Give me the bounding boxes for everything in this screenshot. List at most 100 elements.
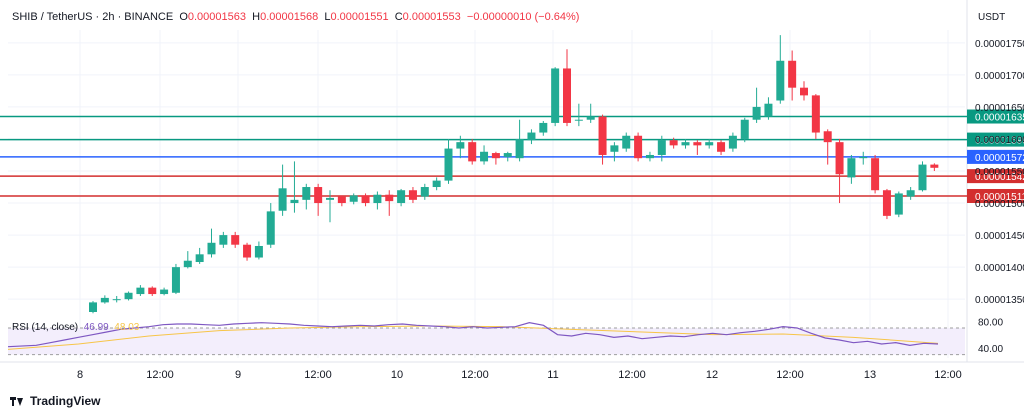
close-label: C bbox=[394, 11, 403, 23]
time-axis: 8 12:00 9 12:00 10 12:00 11 12:00 12 12:00 13 12:00 bbox=[77, 369, 962, 381]
price-tick-label: 0.00001650 bbox=[975, 103, 1024, 114]
price-tick-label: 0.00001700 bbox=[975, 71, 1024, 82]
rsi-band bbox=[8, 328, 965, 355]
candle-body bbox=[752, 106, 761, 120]
rsi-tick-label: 80.00 bbox=[978, 317, 1003, 328]
candle-body bbox=[811, 95, 820, 133]
candle-body bbox=[527, 132, 536, 141]
candle-body bbox=[171, 267, 180, 293]
candle-body bbox=[598, 116, 607, 155]
brand-name: TradingView bbox=[30, 394, 101, 408]
candle-body bbox=[349, 195, 358, 202]
time-tick-label: 12 bbox=[706, 369, 718, 381]
open-value: 0.00001563 bbox=[187, 11, 246, 23]
time-tick-label: 12:00 bbox=[618, 369, 646, 381]
candle-body bbox=[918, 164, 927, 191]
time-tick-label: 13 bbox=[864, 369, 876, 381]
candle-body bbox=[717, 142, 726, 152]
time-tick-label: 12:00 bbox=[461, 369, 489, 381]
candle-body bbox=[183, 260, 192, 268]
price-tick-label: 0.00001550 bbox=[975, 167, 1024, 178]
candle-body bbox=[835, 142, 844, 175]
candle-body bbox=[634, 135, 643, 159]
candle-body bbox=[847, 158, 856, 178]
candle-body bbox=[574, 119, 583, 121]
low-value: 0.00001551 bbox=[330, 11, 389, 23]
rsi-header: RSI (14, close) 46.99 48.03 bbox=[12, 322, 139, 333]
candle-body bbox=[669, 140, 678, 146]
candle-body bbox=[112, 299, 121, 301]
candle-body bbox=[385, 194, 394, 202]
candle-body bbox=[491, 153, 500, 159]
currency-unit[interactable]: USDT bbox=[978, 12, 1006, 23]
candle-body bbox=[432, 180, 441, 188]
candle-body bbox=[148, 287, 157, 295]
candle-body bbox=[930, 164, 939, 168]
price-level-label: 0.00001542 bbox=[975, 172, 1024, 183]
candle-body bbox=[290, 199, 299, 204]
rsi-ma-value: 48.03 bbox=[114, 322, 140, 333]
time-tick-label: 10 bbox=[391, 369, 403, 381]
candle-body bbox=[337, 196, 346, 204]
candle-body bbox=[136, 287, 145, 295]
price-tick-label: 0.00001400 bbox=[975, 263, 1024, 274]
candle-body bbox=[89, 302, 97, 312]
candle-body bbox=[622, 135, 631, 149]
candle-body bbox=[551, 68, 560, 123]
price-level-label: 0.00001599 bbox=[975, 136, 1024, 147]
price-level-badge bbox=[967, 149, 1024, 164]
candle-body bbox=[397, 190, 406, 204]
candle-body bbox=[764, 103, 773, 117]
candle-body bbox=[788, 60, 797, 88]
candle-body bbox=[539, 122, 548, 133]
candle-body bbox=[468, 142, 477, 162]
candle-body bbox=[207, 242, 216, 255]
candlestick-series bbox=[89, 35, 939, 314]
candle-body bbox=[681, 142, 690, 146]
change-value: −0.00000010 (−0.64%) bbox=[466, 11, 580, 23]
candle-body bbox=[254, 245, 263, 258]
candle-body bbox=[314, 187, 323, 204]
chart-grid bbox=[0, 0, 1024, 363]
candle-body bbox=[195, 254, 204, 263]
price-level-badge bbox=[967, 188, 1024, 203]
candle-body bbox=[894, 193, 903, 215]
price-tick-label: 0.00001750 bbox=[975, 39, 1024, 50]
time-tick-label: 12:00 bbox=[776, 369, 804, 381]
candle-body bbox=[231, 235, 240, 245]
candle-body bbox=[800, 87, 808, 96]
candle-body bbox=[882, 190, 891, 216]
candle-body bbox=[657, 140, 666, 155]
candle-body bbox=[610, 145, 619, 152]
candle-body bbox=[503, 153, 512, 157]
candle-body bbox=[243, 244, 252, 258]
time-tick-label: 9 bbox=[235, 369, 241, 381]
rsi-value: 46.99 bbox=[83, 322, 109, 333]
candle-body bbox=[361, 195, 370, 204]
time-tick-label: 12:00 bbox=[304, 369, 332, 381]
price-level-label: 0.00001572 bbox=[975, 153, 1024, 164]
price-tick-label: 0.00001350 bbox=[975, 295, 1024, 306]
candle-body bbox=[408, 190, 417, 200]
candle-body bbox=[278, 188, 287, 211]
candle-body bbox=[456, 142, 465, 149]
price-level-badge bbox=[967, 109, 1024, 124]
rsi-label: RSI (14, close) bbox=[12, 322, 79, 333]
candle-body bbox=[480, 151, 489, 162]
time-tick-label: 12:00 bbox=[146, 369, 174, 381]
tradingview-brand[interactable]: TradingView bbox=[10, 394, 100, 408]
rsi-ma-line bbox=[7, 325, 939, 350]
price-level-badge bbox=[967, 169, 1024, 184]
candle-body bbox=[823, 131, 832, 143]
candle-body bbox=[515, 138, 524, 159]
price-tick-label: 0.00001600 bbox=[975, 135, 1024, 146]
price-level-label: 0.00001635 bbox=[975, 113, 1024, 124]
candle-body bbox=[420, 187, 429, 197]
candle-body bbox=[444, 148, 453, 181]
symbol-header: SHIB / TetherUS · 2h · BINANCE O0.000015… bbox=[12, 11, 579, 23]
rsi-pane bbox=[7, 322, 965, 356]
candle-body bbox=[586, 116, 595, 120]
candle-body bbox=[705, 142, 714, 146]
candle-body bbox=[373, 194, 382, 204]
